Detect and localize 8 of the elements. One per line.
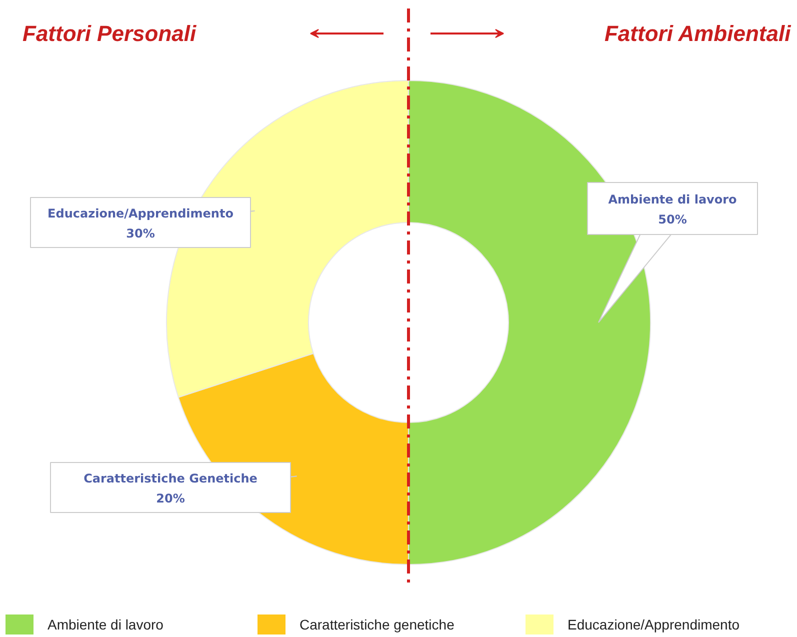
data-label: Educazione/Apprendimento 30% xyxy=(48,206,234,240)
text: Fattori Personali xyxy=(22,21,197,46)
data-label: Ambiente di lavoro 50% xyxy=(608,192,737,226)
legend-label: Caratteristiche genetiche xyxy=(300,616,455,632)
data-label: Caratteristiche Genetiche 20% xyxy=(84,472,258,506)
text: Fattori Ambientali xyxy=(604,21,792,46)
legend-label: Educazione/Apprendimento xyxy=(568,616,740,632)
legend-label: Ambiente di lavoro xyxy=(48,616,164,632)
